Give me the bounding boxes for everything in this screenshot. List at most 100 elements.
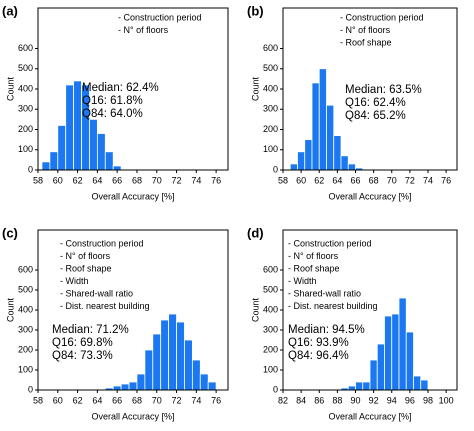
x-tick-label: 64 [92,175,102,185]
y-tick-label: 400 [263,304,278,314]
bar [41,161,51,171]
x-tick-label: 72 [172,395,182,405]
y-tick-label: 500 [18,284,33,294]
y-tick-label: 300 [18,324,33,334]
x-tick-label: 76 [211,175,221,185]
x-axis-label: Overall Accuracy [%] [91,411,174,421]
bar [376,343,385,391]
y-tick-label: 400 [18,304,33,314]
y-tick-label: 300 [263,104,278,114]
bar [304,139,313,171]
feature-item: - Roof shape [340,37,392,47]
stat-text: Median: 63.5% [345,84,422,96]
y-tick-label: 600 [18,264,33,274]
x-tick-label: 84 [296,395,306,405]
bar [347,385,356,391]
bar [340,155,349,171]
y-tick-label: 300 [18,104,33,114]
bar [89,118,98,171]
y-tick-label: 100 [263,364,278,374]
y-tick-label: 400 [263,83,278,93]
y-tick-label: 500 [18,63,33,73]
y-axis-label: Count [250,298,260,323]
bar [152,333,162,391]
x-tick-label: 74 [423,175,433,185]
x-tick-label: 68 [132,395,142,405]
y-tick-label: 200 [18,124,33,134]
x-tick-label: 70 [152,175,162,185]
bar [112,165,122,171]
x-tick-label: 98 [423,395,433,405]
y-tick-label: 600 [18,43,33,53]
stat-text: Median: 71.2% [52,324,129,336]
x-axis-label: Overall Accuracy [%] [328,411,411,421]
bar [207,381,217,391]
bar [420,379,429,391]
bar [144,349,154,391]
x-tick-label: 70 [387,175,397,185]
x-tick-label: 100 [439,395,454,405]
x-tick-label: 62 [73,175,83,185]
x-tick-label: 94 [387,395,397,405]
y-tick-label: 600 [263,43,278,53]
bar [413,375,422,391]
y-tick-label: 500 [263,284,278,294]
x-tick-label: 86 [314,395,324,405]
x-tick-label: 64 [92,395,102,405]
bar [120,383,130,391]
y-tick-label: 200 [18,344,33,354]
feature-item: - Roof shape [288,263,340,273]
y-tick-label: 0 [273,384,278,394]
x-tick-label: 64 [332,175,342,185]
x-tick-label: 74 [191,175,201,185]
bar [199,373,209,391]
bar [104,151,114,171]
feature-item: - N° of floors [60,251,111,261]
feature-item: - Shared-wall ratio [288,288,361,298]
stat-text: Q16: 61.8% [82,95,143,107]
x-tick-label: 60 [53,175,63,185]
bar [391,313,400,391]
feature-item: - Width [60,276,89,286]
bar [405,331,414,391]
panel-label: (d) [247,225,264,240]
bar [297,151,306,171]
stat-text: Q84: 96.4% [288,350,349,362]
bar [384,315,393,391]
bar [289,163,298,171]
feature-item: - Shared-wall ratio [60,288,133,298]
bar [160,319,170,391]
stat-text: Q16: 93.9% [288,337,349,349]
x-tick-label: 74 [191,395,201,405]
y-tick-label: 600 [263,264,278,274]
x-tick-label: 66 [350,175,360,185]
feature-item: - Dist. nearest building [60,301,150,311]
y-tick-label: 200 [263,124,278,134]
y-tick-label: 300 [263,324,278,334]
panel-label: (a) [2,3,18,18]
bar [318,68,327,171]
bar [369,359,378,391]
x-tick-label: 88 [332,395,342,405]
bar [168,313,177,391]
x-tick-label: 72 [172,175,182,185]
x-tick-label: 62 [314,175,324,185]
x-tick-label: 66 [112,395,122,405]
y-tick-label: 100 [18,144,33,154]
bar [355,381,364,391]
y-tick-label: 100 [263,144,278,154]
x-tick-label: 96 [405,395,415,405]
stat-text: Q84: 65.2% [345,110,406,122]
bar [112,385,122,391]
y-tick-label: 0 [28,384,33,394]
y-tick-label: 500 [263,63,278,73]
feature-item: - Dist. nearest building [288,301,378,311]
x-tick-label: 90 [350,395,360,405]
y-axis-label: Count [5,298,15,323]
x-tick-label: 60 [296,175,306,185]
panel-label: (b) [247,3,264,18]
x-tick-label: 76 [211,395,221,405]
y-tick-label: 400 [18,83,33,93]
x-tick-label: 66 [112,175,122,185]
